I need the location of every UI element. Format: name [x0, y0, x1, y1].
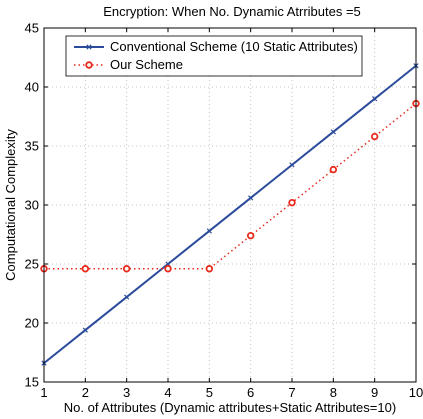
data-point: [246, 231, 255, 240]
data-point: [329, 165, 338, 174]
legend-marker-conventional: [86, 44, 92, 50]
data-point: [205, 265, 214, 273]
x-tick-label: 7: [288, 385, 295, 400]
x-tick-label: 9: [371, 385, 378, 400]
data-point: [289, 162, 295, 168]
y-tick-label: 20: [25, 316, 39, 331]
y-tick-label: 25: [25, 257, 39, 272]
y-tick-label: 40: [25, 80, 39, 95]
data-point: [206, 228, 212, 234]
x-tick-label: 2: [82, 385, 89, 400]
data-point: [164, 265, 172, 273]
legend-label-conventional: Conventional Scheme (10 Static Attribute…: [110, 39, 358, 54]
grid: [44, 28, 416, 382]
series-layer: [40, 63, 420, 366]
data-point: [370, 132, 379, 141]
x-tick-label: 1: [40, 385, 47, 400]
y-axis-label: Computational Complexity: [3, 129, 18, 281]
data-point: [372, 96, 378, 102]
y-tick-label: 30: [25, 198, 39, 213]
data-point: [81, 265, 90, 273]
x-tick-label: 3: [123, 385, 130, 400]
y-tick-label: 35: [25, 139, 39, 154]
x-tick-label: 6: [247, 385, 254, 400]
x-tick-label: 8: [330, 385, 337, 400]
data-point: [330, 129, 336, 135]
data-point: [124, 294, 130, 300]
series-line-conventional: [43, 64, 417, 364]
x-axis-label: No. of Attributes (Dynamic attributes+St…: [64, 400, 396, 415]
x-tick-label: 5: [206, 385, 213, 400]
data-point: [248, 195, 254, 201]
y-tick-label: 15: [25, 375, 39, 390]
data-point: [82, 327, 88, 333]
y-tick-label: 45: [25, 21, 39, 36]
legend-box: [65, 35, 363, 77]
chart-title: Encryption: When No. Dynamic Atrributes …: [103, 4, 361, 19]
legend-marker: [85, 61, 93, 69]
legend: Conventional Scheme (10 Static Attribute…: [65, 35, 363, 77]
x-tick-label: 4: [164, 385, 171, 400]
data-point: [122, 265, 131, 273]
data-point: [288, 198, 296, 207]
series-line-our-scheme: [44, 102, 417, 270]
legend-marker-our-scheme: [85, 61, 93, 69]
x-tick-label: 10: [409, 385, 423, 400]
legend-marker: [86, 44, 92, 50]
legend-label-our-scheme: Our Scheme: [110, 57, 183, 72]
